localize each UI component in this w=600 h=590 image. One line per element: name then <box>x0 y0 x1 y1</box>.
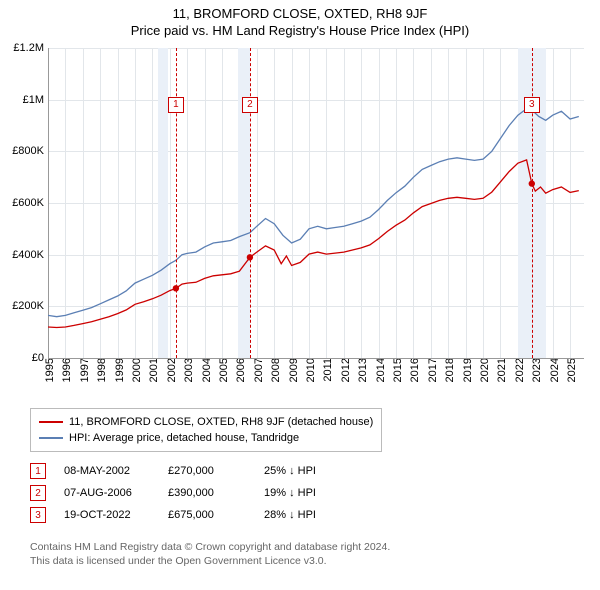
x-tick-label: 2023 <box>527 358 543 382</box>
info-price: £390,000 <box>168 487 246 499</box>
info-price: £675,000 <box>168 509 246 521</box>
x-tick-label: 2010 <box>301 358 317 382</box>
chart-title-address: 11, BROMFORD CLOSE, OXTED, RH8 9JF <box>0 6 600 21</box>
info-row: 2 07-AUG-2006 £390,000 19% ↓ HPI <box>30 482 354 504</box>
info-hpi-delta: 28% ↓ HPI <box>264 509 354 521</box>
sale-marker-box: 1 <box>168 97 184 113</box>
info-date: 07-AUG-2006 <box>64 487 150 499</box>
sale-vline <box>532 48 533 358</box>
sales-info-table: 1 08-MAY-2002 £270,000 25% ↓ HPI 2 07-AUG-200… <box>30 460 354 526</box>
info-date: 19-OCT-2022 <box>64 509 150 521</box>
y-tick-label: £1M <box>23 94 48 106</box>
info-row: 1 08-MAY-2002 £270,000 25% ↓ HPI <box>30 460 354 482</box>
x-tick-label: 2021 <box>492 358 508 382</box>
x-tick-label: 2022 <box>510 358 526 382</box>
info-price: £270,000 <box>168 465 246 477</box>
x-tick-label: 2001 <box>144 358 160 382</box>
legend-label: HPI: Average price, detached house, Tand… <box>69 432 299 444</box>
x-tick-label: 2013 <box>353 358 369 382</box>
y-tick-label: £600K <box>12 197 48 209</box>
info-hpi-delta: 25% ↓ HPI <box>264 465 354 477</box>
x-tick-label: 1998 <box>92 358 108 382</box>
series-line-price_paid <box>48 160 579 328</box>
x-tick-label: 1997 <box>75 358 91 382</box>
x-tick-label: 1999 <box>110 358 126 382</box>
sale-marker-box: 2 <box>242 97 258 113</box>
x-tick-label: 2018 <box>440 358 456 382</box>
sale-marker-box: 3 <box>524 97 540 113</box>
x-tick-label: 2024 <box>545 358 561 382</box>
x-tick-label: 2006 <box>231 358 247 382</box>
x-tick-label: 2005 <box>214 358 230 382</box>
info-date: 08-MAY-2002 <box>64 465 150 477</box>
sale-vline <box>176 48 177 358</box>
x-tick-label: 2003 <box>179 358 195 382</box>
info-hpi-delta: 19% ↓ HPI <box>264 487 354 499</box>
x-tick-label: 2014 <box>371 358 387 382</box>
x-tick-label: 2016 <box>405 358 421 382</box>
x-tick-label: 2019 <box>458 358 474 382</box>
series-svg <box>48 48 584 358</box>
chart-container: { "title_line1": "11, BROMFORD CLOSE, OX… <box>0 0 600 590</box>
footer-line-1: Contains HM Land Registry data © Crown c… <box>30 540 390 554</box>
legend: 11, BROMFORD CLOSE, OXTED, RH8 9JF (deta… <box>30 408 382 452</box>
x-tick-label: 1995 <box>40 358 56 382</box>
chart-title-subtitle: Price paid vs. HM Land Registry's House … <box>0 23 600 38</box>
info-marker-box: 2 <box>30 485 46 501</box>
legend-swatch <box>39 437 63 439</box>
x-tick-label: 2004 <box>197 358 213 382</box>
x-tick-label: 2017 <box>423 358 439 382</box>
legend-item: HPI: Average price, detached house, Tand… <box>39 430 373 446</box>
x-tick-label: 2015 <box>388 358 404 382</box>
chart-plot-area: £0£200K£400K£600K£800K£1M£1.2M1995199619… <box>48 48 584 358</box>
info-marker-box: 1 <box>30 463 46 479</box>
x-tick-label: 2012 <box>336 358 352 382</box>
x-tick-label: 2020 <box>475 358 491 382</box>
x-tick-label: 2002 <box>162 358 178 382</box>
axis-line <box>48 358 584 359</box>
x-tick-label: 2000 <box>127 358 143 382</box>
y-tick-label: £200K <box>12 300 48 312</box>
x-tick-label: 2025 <box>562 358 578 382</box>
x-tick-label: 2007 <box>249 358 265 382</box>
legend-item: 11, BROMFORD CLOSE, OXTED, RH8 9JF (deta… <box>39 414 373 430</box>
y-tick-label: £1.2M <box>13 42 48 54</box>
series-line-hpi <box>48 109 579 317</box>
y-tick-label: £800K <box>12 145 48 157</box>
x-tick-label: 1996 <box>57 358 73 382</box>
x-tick-label: 2009 <box>284 358 300 382</box>
info-row: 3 19-OCT-2022 £675,000 28% ↓ HPI <box>30 504 354 526</box>
attribution-footer: Contains HM Land Registry data © Crown c… <box>30 540 390 568</box>
y-tick-label: £400K <box>12 249 48 261</box>
sale-vline <box>250 48 251 358</box>
title-area: 11, BROMFORD CLOSE, OXTED, RH8 9JF Price… <box>0 0 600 38</box>
x-tick-label: 2011 <box>318 358 334 382</box>
legend-swatch <box>39 421 63 423</box>
x-tick-label: 2008 <box>266 358 282 382</box>
footer-line-2: This data is licensed under the Open Gov… <box>30 554 390 568</box>
legend-label: 11, BROMFORD CLOSE, OXTED, RH8 9JF (deta… <box>69 416 373 428</box>
info-marker-box: 3 <box>30 507 46 523</box>
